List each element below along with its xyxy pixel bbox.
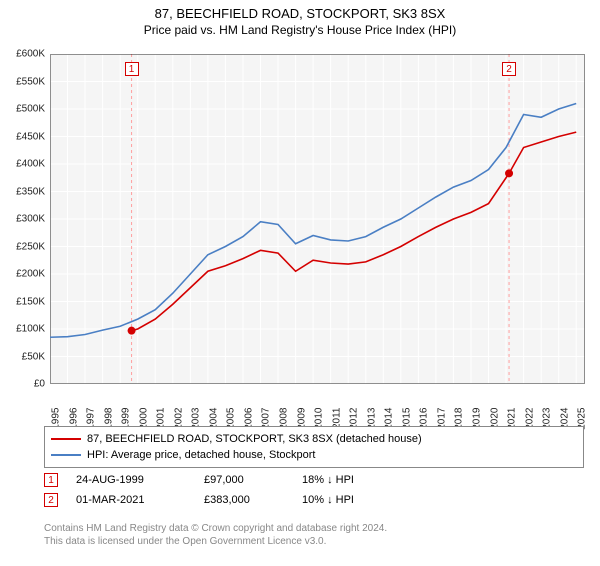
- sale-price: £383,000: [204, 494, 284, 506]
- footer-line2: This data is licensed under the Open Gov…: [44, 535, 584, 548]
- y-tick-label: £150K: [16, 296, 45, 307]
- legend-swatch: [51, 454, 81, 456]
- y-tick-label: £350K: [16, 186, 45, 197]
- sale-marker-1: 1: [125, 62, 139, 76]
- legend-item: 87, BEECHFIELD ROAD, STOCKPORT, SK3 8SX …: [51, 431, 577, 447]
- y-tick-label: £50K: [22, 351, 45, 362]
- sale-row: 1 24-AUG-1999 £97,000 18% ↓ HPI: [44, 470, 584, 490]
- sale-marker-2: 2: [502, 62, 516, 76]
- legend-label: 87, BEECHFIELD ROAD, STOCKPORT, SK3 8SX …: [87, 433, 422, 445]
- legend-label: HPI: Average price, detached house, Stoc…: [87, 449, 316, 461]
- legend-swatch: [51, 438, 81, 440]
- footer-line1: Contains HM Land Registry data © Crown c…: [44, 522, 584, 535]
- page-title: 87, BEECHFIELD ROAD, STOCKPORT, SK3 8SX: [0, 6, 600, 21]
- sale-date: 01-MAR-2021: [76, 494, 186, 506]
- sale-row-marker: 1: [44, 473, 58, 487]
- y-tick-label: £100K: [16, 324, 45, 335]
- sale-date: 24-AUG-1999: [76, 474, 186, 486]
- y-tick-label: £600K: [16, 49, 45, 60]
- sale-delta: 10% ↓ HPI: [302, 494, 402, 506]
- sale-row: 2 01-MAR-2021 £383,000 10% ↓ HPI: [44, 490, 584, 510]
- y-tick-label: £300K: [16, 214, 45, 225]
- chart-legend: 87, BEECHFIELD ROAD, STOCKPORT, SK3 8SX …: [44, 426, 584, 468]
- sale-row-marker: 2: [44, 493, 58, 507]
- y-tick-label: £0: [34, 379, 45, 390]
- page-subtitle: Price paid vs. HM Land Registry's House …: [0, 23, 600, 37]
- y-tick-label: £500K: [16, 104, 45, 115]
- chart-plot: [50, 54, 585, 384]
- sale-delta: 18% ↓ HPI: [302, 474, 402, 486]
- y-tick-label: £200K: [16, 269, 45, 280]
- y-tick-label: £250K: [16, 241, 45, 252]
- footer-attribution: Contains HM Land Registry data © Crown c…: [44, 522, 584, 548]
- sales-list: 1 24-AUG-1999 £97,000 18% ↓ HPI 2 01-MAR-2021…: [44, 470, 584, 510]
- legend-item: HPI: Average price, detached house, Stoc…: [51, 447, 577, 463]
- y-tick-label: £450K: [16, 131, 45, 142]
- price-chart: £0£50K£100K£150K£200K£250K£300K£350K£400…: [50, 54, 585, 384]
- y-tick-label: £400K: [16, 159, 45, 170]
- y-tick-label: £550K: [16, 76, 45, 87]
- sale-price: £97,000: [204, 474, 284, 486]
